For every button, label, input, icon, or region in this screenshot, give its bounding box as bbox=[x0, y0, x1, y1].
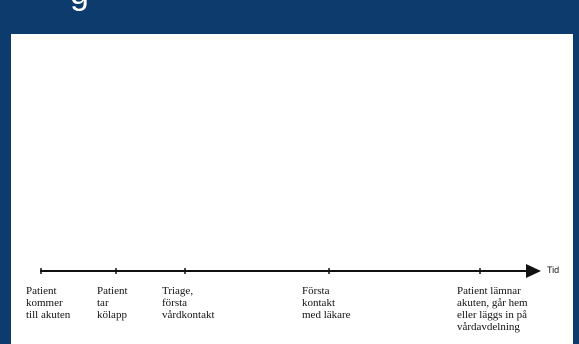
timeline-axis-label: Tid bbox=[547, 265, 560, 275]
timeline-event-label: Patient tar kölapp bbox=[97, 285, 128, 321]
slide-title-bar: g bbox=[0, 0, 579, 34]
timeline-event-label: Patient kommer till akuten bbox=[26, 285, 71, 321]
timeline-event-label: Första kontakt med läkare bbox=[302, 285, 351, 321]
timeline-arrowhead bbox=[526, 264, 541, 278]
slide-frame-right bbox=[573, 0, 579, 344]
timeline-event-label: Patient lämnar akuten, går hem eller läg… bbox=[457, 285, 528, 333]
timeline-event-label: Triage, första vårdkontakt bbox=[162, 285, 215, 321]
slide-frame-left bbox=[0, 0, 11, 344]
slide-title: g bbox=[70, 0, 89, 13]
